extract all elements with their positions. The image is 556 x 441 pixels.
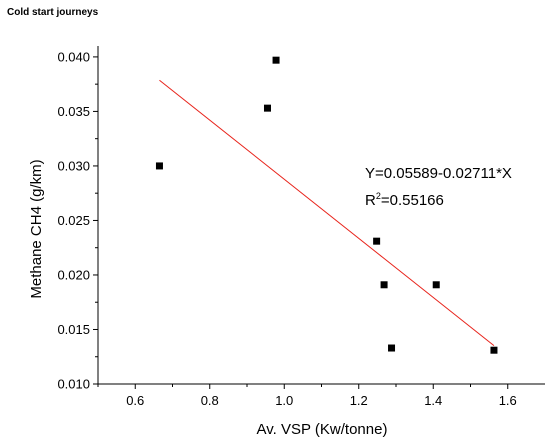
y-axis-title: Methane CH4 (g/km) xyxy=(28,159,45,298)
r-squared-prefix: R xyxy=(365,192,376,209)
fit-equation: Y=0.05589-0.02711*X xyxy=(365,165,512,182)
data-point xyxy=(373,237,381,245)
x-tick-label: 1.4 xyxy=(424,393,442,408)
r-squared-value: =0.55166 xyxy=(381,192,444,209)
data-point xyxy=(490,346,498,354)
x-tick-label: 1.2 xyxy=(350,393,368,408)
y-tick-label: 0.015 xyxy=(57,322,90,337)
data-point xyxy=(155,162,163,170)
regression-line xyxy=(159,79,495,347)
data-point xyxy=(272,56,280,64)
data-point xyxy=(432,281,440,289)
data-points xyxy=(155,56,498,354)
x-tick-label: 0.6 xyxy=(126,393,144,408)
x-tick-label: 1.6 xyxy=(499,393,517,408)
r-squared-superscript: 2 xyxy=(376,191,381,201)
x-axis-title: Av. VSP (Kw/tonne) xyxy=(257,421,388,438)
x-tick-label: 0.8 xyxy=(201,393,219,408)
y-tick-label: 0.035 xyxy=(57,104,90,119)
data-point xyxy=(263,104,271,112)
y-tick-label: 0.010 xyxy=(57,377,90,392)
y-tick-label: 0.025 xyxy=(57,213,90,228)
r-squared: R2=0.55166 xyxy=(365,191,444,209)
data-point xyxy=(388,344,396,352)
page-title: Cold start journeys xyxy=(7,7,99,18)
data-point xyxy=(380,281,388,289)
y-axis: 0.010 0.015 0.020 0.025 0.030 0.035 0.040 xyxy=(57,49,98,392)
y-tick-label: 0.030 xyxy=(57,158,90,173)
x-tick-label: 1.0 xyxy=(275,393,293,408)
y-tick-label: 0.040 xyxy=(57,49,90,64)
fit-line xyxy=(159,79,495,347)
y-tick-label: 0.020 xyxy=(57,267,90,282)
x-axis: 0.6 0.8 1.0 1.2 1.4 1.6 xyxy=(97,384,517,408)
